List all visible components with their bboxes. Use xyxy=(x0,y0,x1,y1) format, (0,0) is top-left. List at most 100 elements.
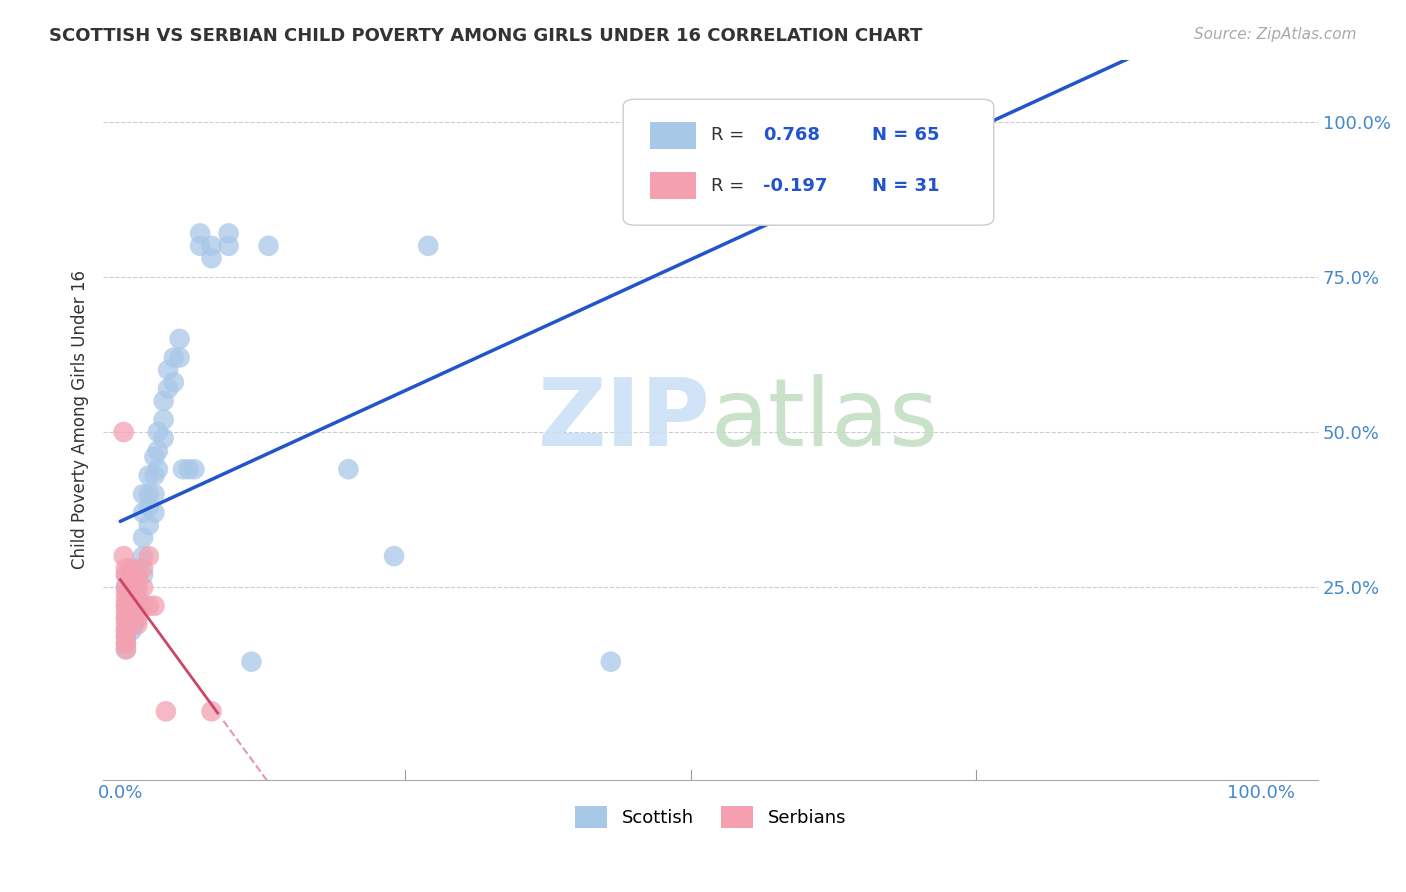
Point xyxy=(138,468,160,483)
Point xyxy=(240,655,263,669)
Point xyxy=(163,351,186,365)
Point xyxy=(188,239,211,253)
Point xyxy=(143,506,166,520)
Point xyxy=(127,574,149,588)
Point xyxy=(121,561,143,575)
Text: R =: R = xyxy=(710,177,749,194)
Point xyxy=(122,580,145,594)
Point xyxy=(177,462,200,476)
Point xyxy=(200,239,222,253)
Point xyxy=(146,443,169,458)
Point xyxy=(115,599,138,613)
Point xyxy=(337,462,360,476)
Point xyxy=(218,239,240,253)
Point xyxy=(132,567,155,582)
Point xyxy=(115,630,138,644)
Point xyxy=(146,425,169,439)
Point xyxy=(127,592,149,607)
Point xyxy=(146,462,169,476)
Point xyxy=(172,462,194,476)
Point xyxy=(200,251,222,265)
Point xyxy=(138,599,160,613)
Point xyxy=(122,611,145,625)
Point xyxy=(152,394,174,409)
Point xyxy=(257,239,280,253)
Point xyxy=(127,611,149,625)
Point xyxy=(132,549,155,563)
Point xyxy=(115,586,138,600)
Bar xyxy=(650,172,696,199)
Point xyxy=(132,531,155,545)
Point xyxy=(183,462,205,476)
Point xyxy=(169,332,191,346)
Point xyxy=(152,412,174,426)
Point xyxy=(115,567,138,582)
Point xyxy=(143,599,166,613)
Point xyxy=(143,468,166,483)
Point xyxy=(115,624,138,638)
Point xyxy=(115,580,138,594)
FancyBboxPatch shape xyxy=(623,99,994,225)
Point xyxy=(127,617,149,632)
Point xyxy=(132,487,155,501)
Point xyxy=(115,642,138,657)
Point xyxy=(127,561,149,575)
Y-axis label: Child Poverty Among Girls Under 16: Child Poverty Among Girls Under 16 xyxy=(72,270,89,569)
Point xyxy=(155,704,177,718)
Point xyxy=(115,624,138,638)
Point xyxy=(169,351,191,365)
Point xyxy=(122,592,145,607)
Point xyxy=(132,506,155,520)
Bar xyxy=(650,121,696,149)
Text: 0.768: 0.768 xyxy=(763,126,820,145)
Point xyxy=(382,549,405,563)
Point xyxy=(121,599,143,613)
Text: Source: ZipAtlas.com: Source: ZipAtlas.com xyxy=(1194,27,1357,42)
Point xyxy=(132,580,155,594)
Point xyxy=(115,630,138,644)
Point xyxy=(157,382,180,396)
Point xyxy=(112,425,135,439)
Text: ZIP: ZIP xyxy=(537,374,710,466)
Point xyxy=(121,624,143,638)
Point xyxy=(115,599,138,613)
Point xyxy=(127,567,149,582)
Point xyxy=(931,114,953,128)
Point xyxy=(143,487,166,501)
Point xyxy=(127,599,149,613)
Point xyxy=(127,599,149,613)
Point xyxy=(152,431,174,445)
Point xyxy=(157,363,180,377)
Point xyxy=(121,605,143,619)
Point xyxy=(599,655,621,669)
Point xyxy=(115,617,138,632)
Point xyxy=(132,599,155,613)
Point xyxy=(115,561,138,575)
Point xyxy=(122,617,145,632)
Point xyxy=(138,549,160,563)
Point xyxy=(121,574,143,588)
Point xyxy=(218,227,240,241)
Point xyxy=(115,592,138,607)
Point xyxy=(163,376,186,390)
Point xyxy=(122,605,145,619)
Point xyxy=(122,599,145,613)
Text: SCOTTISH VS SERBIAN CHILD POVERTY AMONG GIRLS UNDER 16 CORRELATION CHART: SCOTTISH VS SERBIAN CHILD POVERTY AMONG … xyxy=(49,27,922,45)
Point xyxy=(138,518,160,533)
Point xyxy=(127,580,149,594)
Text: R =: R = xyxy=(710,126,749,145)
Point xyxy=(138,487,160,501)
Point xyxy=(132,561,155,575)
Point xyxy=(121,599,143,613)
Point xyxy=(115,636,138,650)
Point xyxy=(115,611,138,625)
Point xyxy=(188,227,211,241)
Text: N = 65: N = 65 xyxy=(872,126,939,145)
Text: N = 31: N = 31 xyxy=(872,177,939,194)
Point xyxy=(115,636,138,650)
Legend: Scottish, Serbians: Scottish, Serbians xyxy=(568,799,853,836)
Point xyxy=(143,450,166,464)
Point xyxy=(418,239,440,253)
Point xyxy=(115,642,138,657)
Point xyxy=(115,611,138,625)
